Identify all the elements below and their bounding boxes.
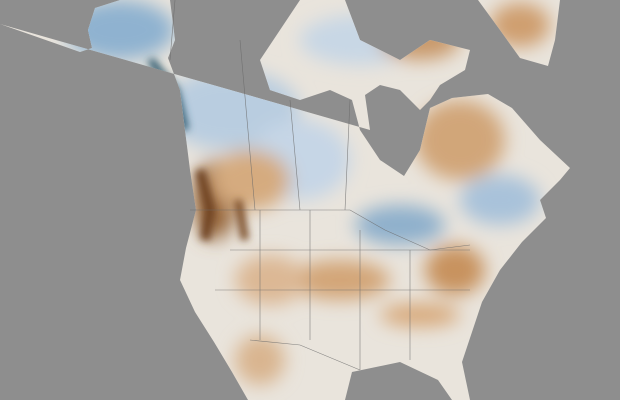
brown-area [235, 335, 285, 385]
border [239, 39, 351, 211]
brown-area [415, 100, 505, 180]
brown-area [235, 255, 305, 305]
brown-area [380, 303, 460, 327]
rocky-range [234, 199, 249, 241]
border [190, 209, 471, 251]
brown-area [425, 245, 485, 295]
borders [169, 0, 471, 371]
border [215, 210, 470, 370]
border [169, 0, 176, 61]
border [249, 339, 361, 371]
blue-area [355, 205, 445, 245]
brown-area [210, 150, 290, 210]
blue-area [460, 175, 540, 225]
brown-area [490, 3, 550, 47]
anomaly-layer [65, 0, 550, 385]
